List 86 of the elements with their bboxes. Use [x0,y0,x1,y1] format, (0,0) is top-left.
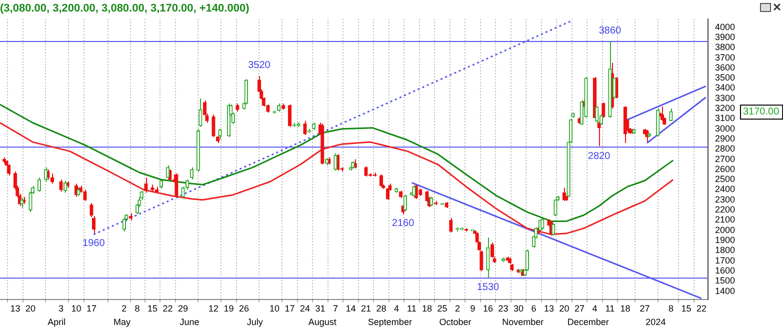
annotation: 2160 [392,218,415,229]
x-tick-label: 18 [422,303,432,314]
x-tick-label: 6 [531,303,536,314]
x2-tick-label: June [180,317,200,328]
x2-tick-label: July [246,317,264,328]
y-tick-label: 3400 [714,82,736,93]
y-tick-label: 3600 [714,62,736,72]
x2-tick-label: November [502,317,544,328]
annotation: 3860 [598,25,622,36]
x2-tick-label: December [567,317,609,328]
x-tick-label: 28 [376,303,386,314]
x-tick-label: 15 [147,303,158,314]
y-tick-label: 2100 [714,214,736,225]
y-tick-label: 2200 [714,204,736,215]
x-tick-label: 10 [269,303,280,314]
y-tick-label: 3800 [714,42,736,52]
x-tick-label: 30 [513,303,524,314]
y-tick-label: 2300 [714,194,736,204]
x-tick-label: 17 [284,303,295,314]
x-tick-label: 25 [437,303,448,314]
x-tick-label: 21 [360,303,371,314]
y-tick-label: 3900 [714,32,736,42]
y-tick-label: 2500 [714,174,736,184]
x-tick-label: 4 [592,303,598,314]
y-tick-label: 2600 [714,164,736,174]
annotation: 2820 [588,150,611,162]
x-tick-label: 14 [346,303,356,314]
x-tick-label: 2 [122,303,127,314]
annotation: 1960 [82,238,106,250]
x-tick-label: 10 [71,303,82,314]
x-tick-label: 16 [482,303,493,314]
x-tick-label: 11 [407,303,416,314]
y-tick-label: 1600 [714,265,736,276]
x-tick-label: 23 [498,303,508,314]
x-tick-label: 22 [696,303,706,314]
y-tick-label: 3100 [714,113,736,124]
x-tick-label: 12 [208,303,218,314]
y-tick-label: 1500 [714,276,736,286]
x-tick-label: 27 [574,303,584,314]
x-tick-label: 13 [544,303,554,314]
x-tick-label: 27 [640,303,650,314]
y-tick-label: 1800 [714,245,736,256]
x-tick-label: 7 [332,303,338,314]
y-tick-label: 3200 [714,103,736,114]
x2-tick-label: August [308,317,337,328]
annotation: 1530 [476,282,500,293]
text: 3170.00 [743,106,780,118]
x2-tick-label: 2024 [646,317,666,328]
x-tick-label: 8 [668,303,674,314]
x-tick-label: 3 [58,303,64,314]
x-tick-label: 18 [620,303,630,314]
x-tick-label: 4 [394,303,399,314]
x-tick-label: 20 [559,303,570,314]
x-tick-label: 20 [25,303,36,314]
x-tick-label: 29 [178,303,188,314]
y-tick-label: 2800 [714,144,736,154]
y-tick-label: 2400 [714,184,736,194]
x-tick-label: 31 [315,303,326,314]
x-tick-label: 2 [454,303,460,314]
y-tick-label: 2000 [714,224,736,235]
y-tick-label: 3500 [714,72,736,83]
x-tick-label: 11 [605,303,615,314]
x-tick-label: 13 [10,303,20,314]
x-tick-label: 17 [86,303,96,314]
y-tick-label: 2900 [714,133,736,144]
annotation: 3520 [248,60,271,71]
y-tick-label: 3700 [714,52,736,62]
x-tick-label: 9 [470,303,476,314]
x2-tick-label: May [113,317,131,328]
x-tick-label: 22 [162,303,173,314]
x-tick-label: 24 [300,303,310,314]
x-tick-label: 19 [224,303,234,314]
x2-tick-label: September [368,317,412,328]
y-tick-label: 3300 [714,92,736,103]
x-tick-label: 8 [134,303,140,314]
x2-tick-label: April [48,317,66,328]
y-tick-label: 1400 [714,286,736,296]
y-tick-label: 1700 [714,255,736,266]
x-tick-label: 15 [681,303,692,314]
y-tick-label: 2700 [714,154,736,164]
x2-tick-label: October [439,317,472,328]
chart-title: (3,080.00, 3,200.00, 3,080.00, 3,170.00, +140.000) [0,2,250,15]
y-tick-label: 3000 [714,123,736,134]
y-tick-label: 4000 [714,22,736,32]
y-tick-label: 1900 [714,235,736,245]
x-tick-label: 26 [238,303,249,314]
